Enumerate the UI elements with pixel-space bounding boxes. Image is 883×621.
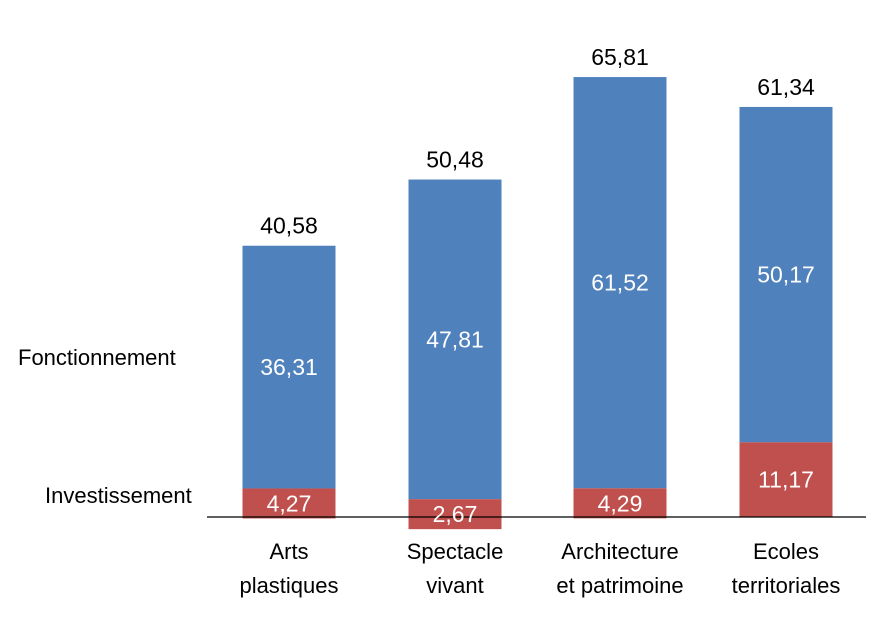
total-label-architecture-et-patrimoine: 65,81	[591, 44, 649, 70]
category-label-architecture-et-patrimoine-line2: et patrimoine	[556, 573, 683, 598]
data-label-fonctionnement-spectacle-vivant: 47,81	[426, 326, 484, 352]
bar-investissement-ecoles-territoriales	[739, 442, 833, 517]
category-label-ecoles-territoriales-line2: territoriales	[732, 573, 841, 598]
data-label-investissement-arts-plastiques: 4,27	[267, 490, 312, 516]
category-label-arts-plastiques-line2: plastiques	[239, 573, 338, 598]
category-label-ecoles-territoriales-line1: Ecoles	[753, 539, 819, 564]
data-label-investissement-ecoles-territoriales: 11,17	[758, 467, 814, 493]
data-label-investissement-architecture-et-patrimoine: 4,29	[598, 490, 643, 516]
bar-fonctionnement-architecture-et-patrimoine	[573, 77, 667, 489]
bar-fonctionnement-ecoles-territoriales	[739, 106, 833, 443]
bars-layer	[242, 77, 833, 530]
labels-layer: 36,31 4,27 40,58 Arts plastiques 47,81 2,67 50,…	[239, 44, 840, 598]
bar-fonctionnement-spectacle-vivant	[408, 179, 502, 500]
total-label-ecoles-territoriales: 61,34	[757, 74, 815, 100]
data-label-fonctionnement-ecoles-territoriales: 50,17	[757, 262, 815, 288]
total-label-arts-plastiques: 40,58	[260, 213, 318, 239]
bar-investissement-spectacle-vivant	[408, 499, 502, 530]
bar-investissement-architecture-et-patrimoine	[573, 488, 667, 519]
data-label-fonctionnement-architecture-et-patrimoine: 61,52	[591, 270, 649, 296]
data-label-investissement-spectacle-vivant: 2,67	[433, 501, 478, 527]
category-label-architecture-et-patrimoine-line1: Architecture	[561, 539, 678, 564]
bar-investissement-arts-plastiques	[242, 488, 336, 519]
category-label-spectacle-vivant-line1: Spectacle	[407, 539, 504, 564]
category-label-arts-plastiques-line1: Arts	[269, 539, 308, 564]
legend-label-fonctionnement: Fonctionnement	[18, 345, 176, 370]
category-label-spectacle-vivant-line2: vivant	[426, 573, 483, 598]
legend-label-investissement: Investissement	[45, 483, 192, 508]
bar-fonctionnement-arts-plastiques	[242, 245, 336, 489]
total-label-spectacle-vivant: 50,48	[426, 147, 484, 173]
data-label-fonctionnement-arts-plastiques: 36,31	[260, 354, 318, 380]
